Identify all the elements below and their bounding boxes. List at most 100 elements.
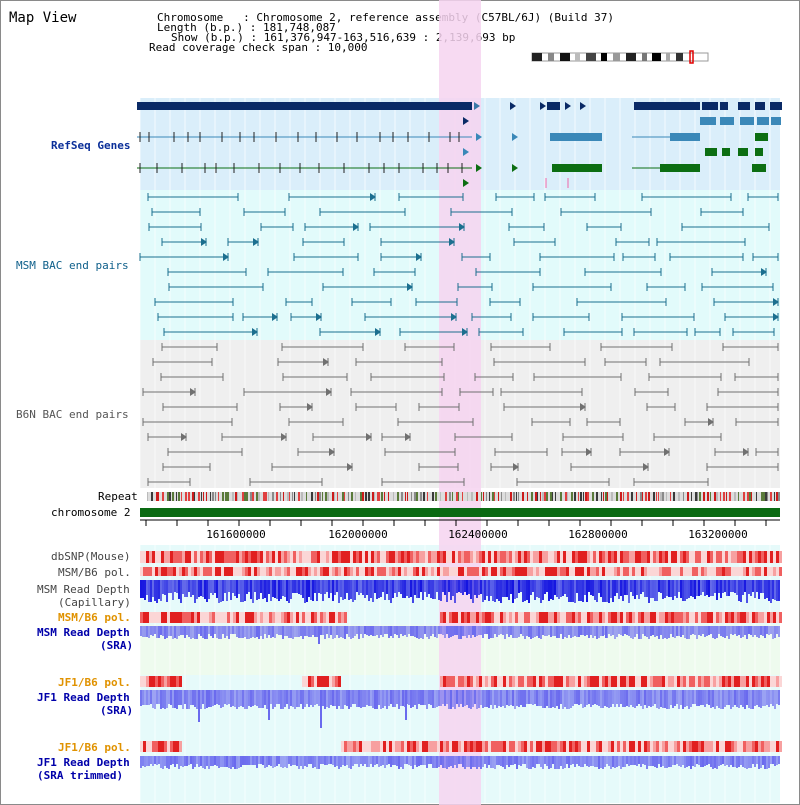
depth-bar [638, 756, 640, 764]
heat-tracks[interactable] [140, 551, 782, 752]
track-label-msm-depth-cap[interactable]: MSM Read Depth [37, 583, 130, 596]
heat-cell [596, 676, 599, 687]
heat-cell [308, 676, 311, 687]
depth-bar [460, 690, 462, 704]
depth-bar [354, 690, 356, 704]
heat-cell [713, 741, 716, 752]
heat-cell [716, 551, 719, 563]
depth-bar [282, 580, 284, 596]
depth-bar [308, 690, 310, 707]
refseq-gene-track[interactable] [137, 102, 782, 188]
heat-cell [629, 612, 632, 623]
track-label-msm-bac[interactable]: MSM BAC end pairs [16, 259, 129, 272]
depth-bar [694, 756, 696, 767]
depth-bar [304, 580, 306, 603]
track-label-msm-pol-2[interactable]: MSM/B6 pol. [58, 611, 131, 624]
heat-cell [413, 741, 416, 752]
depth-bar [498, 626, 500, 635]
heat-cell [668, 676, 671, 687]
heat-cell [296, 612, 299, 623]
heat-cell [749, 551, 752, 563]
heat-cell [308, 567, 311, 576]
depth-bar [540, 756, 542, 767]
track-label-repeat[interactable]: Repeat [98, 490, 138, 503]
heat-cell [278, 567, 281, 576]
depth-bar [326, 690, 328, 707]
heat-cell [692, 567, 695, 576]
depth-bar [474, 626, 476, 637]
depth-bar [532, 580, 534, 592]
track-label-refseq-genes[interactable]: RefSeq Genes [51, 139, 131, 152]
depth-bar [252, 690, 254, 706]
track-label-msm-depth-sra[interactable]: MSM Read Depth [37, 626, 130, 639]
track-label-jf1-depth-sra[interactable]: JF1 Read Depth [37, 691, 130, 704]
heat-cell [611, 551, 614, 563]
depth-bar [380, 626, 382, 635]
heat-cell [212, 551, 215, 563]
repeat-element [678, 492, 680, 501]
track-label-jf1-pol-1[interactable]: JF1/B6 pol. [58, 676, 131, 689]
heat-cell [770, 612, 773, 623]
msm-bac-track[interactable] [139, 193, 779, 336]
depth-bar [340, 756, 342, 767]
chromosome-ideogram-icon[interactable] [531, 50, 709, 64]
depth-bar [276, 690, 278, 704]
depth-bar [316, 626, 318, 637]
track-label-dbsnp[interactable]: dbSNP(Mouse) [51, 550, 131, 563]
heat-cell [347, 567, 350, 576]
repeat-element [527, 492, 528, 501]
depth-bar [590, 756, 592, 766]
heat-cell [599, 551, 602, 563]
repeat-element [666, 492, 667, 501]
heat-cell [554, 612, 557, 623]
heat-cell [641, 551, 644, 563]
depth-bar [334, 690, 336, 706]
depth-bar [714, 626, 716, 639]
heat-cell [518, 551, 521, 563]
depth-bar [414, 580, 416, 595]
depth-tracks[interactable] [140, 580, 780, 769]
track-label-jf1-pol-2[interactable]: JF1/B6 pol. [58, 741, 131, 754]
depth-bar [146, 626, 148, 637]
depth-bar [204, 626, 206, 639]
depth-bar [682, 580, 684, 601]
depth-bar [478, 626, 480, 635]
track-label-msm-pol-1[interactable]: MSM/B6 pol. [58, 566, 131, 579]
depth-bar [154, 756, 156, 764]
heat-cell [320, 676, 323, 687]
repeat-element [397, 492, 399, 501]
depth-bar [748, 756, 750, 768]
depth-bar [342, 580, 344, 600]
depth-bar [314, 756, 316, 767]
heat-cell [569, 567, 572, 576]
depth-bar [172, 756, 174, 764]
depth-bar [310, 690, 312, 705]
heat-cell [143, 551, 146, 563]
heat-cell [683, 612, 686, 623]
depth-bar [640, 690, 642, 706]
depth-bar [282, 626, 284, 639]
depth-bar [168, 580, 170, 593]
depth-bar [384, 626, 386, 634]
heat-cell [437, 567, 440, 576]
depth-bar [582, 626, 584, 635]
depth-bar [308, 580, 310, 597]
heat-cell [506, 612, 509, 623]
heat-cell [566, 741, 569, 752]
depth-bar [776, 690, 778, 704]
b6n-bac-track[interactable] [142, 343, 779, 486]
track-label-b6n-bac[interactable]: B6N BAC end pairs [16, 408, 129, 421]
depth-bar [448, 756, 450, 767]
depth-bar [686, 756, 688, 767]
depth-bar [730, 690, 732, 709]
depth-bar [418, 626, 420, 639]
depth-bar [548, 626, 550, 635]
repeat-track[interactable] [147, 492, 780, 501]
heat-cell [494, 741, 497, 752]
heat-cell [443, 567, 446, 576]
heat-cell [161, 741, 164, 752]
heat-cell [617, 551, 620, 563]
track-label-jf1-depth-trim[interactable]: JF1 Read Depth [37, 756, 130, 769]
heat-cell [668, 567, 671, 576]
